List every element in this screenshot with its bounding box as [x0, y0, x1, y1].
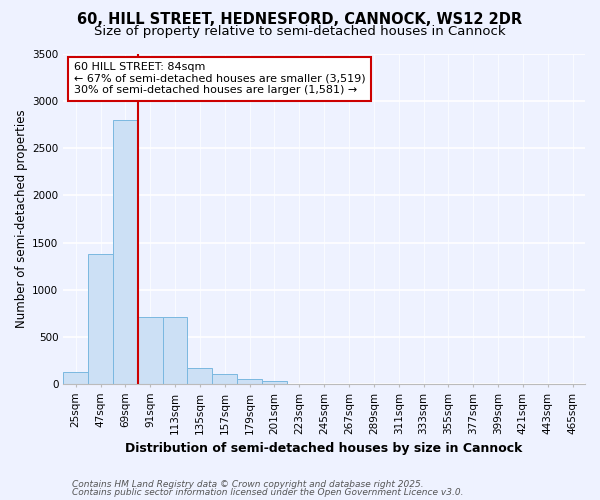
Text: Contains HM Land Registry data © Crown copyright and database right 2025.: Contains HM Land Registry data © Crown c…	[72, 480, 424, 489]
Bar	[187, 368, 212, 384]
Bar	[138, 317, 163, 384]
Bar	[88, 254, 113, 384]
X-axis label: Distribution of semi-detached houses by size in Cannock: Distribution of semi-detached houses by …	[125, 442, 523, 455]
Bar	[113, 120, 138, 384]
Bar	[212, 374, 237, 384]
Bar	[163, 317, 187, 384]
Text: 60 HILL STREET: 84sqm
← 67% of semi-detached houses are smaller (3,519)
30% of s: 60 HILL STREET: 84sqm ← 67% of semi-deta…	[74, 62, 365, 96]
Text: 60, HILL STREET, HEDNESFORD, CANNOCK, WS12 2DR: 60, HILL STREET, HEDNESFORD, CANNOCK, WS…	[77, 12, 523, 28]
Bar	[63, 372, 88, 384]
Bar	[262, 381, 287, 384]
Bar	[237, 379, 262, 384]
Text: Contains public sector information licensed under the Open Government Licence v3: Contains public sector information licen…	[72, 488, 464, 497]
Y-axis label: Number of semi-detached properties: Number of semi-detached properties	[15, 110, 28, 328]
Text: Size of property relative to semi-detached houses in Cannock: Size of property relative to semi-detach…	[94, 25, 506, 38]
